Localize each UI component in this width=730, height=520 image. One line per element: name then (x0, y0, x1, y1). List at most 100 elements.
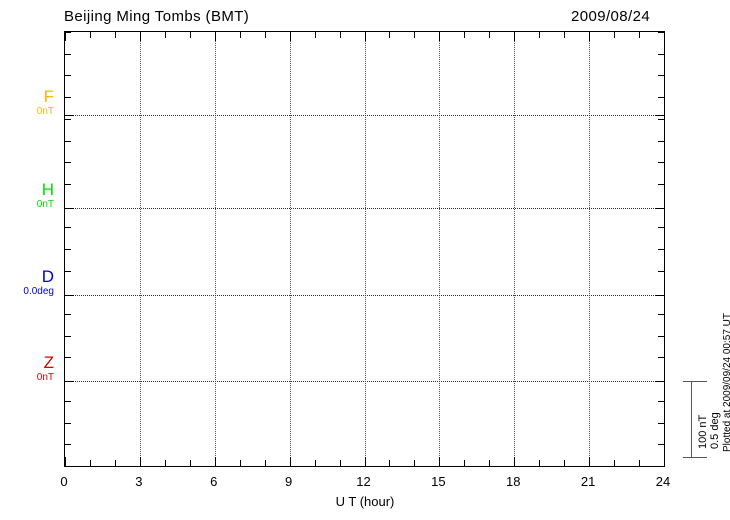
y-major-tick (65, 115, 74, 116)
scale-bar (683, 381, 707, 458)
y-minor-tick (658, 97, 664, 98)
x-minor-tick (114, 460, 116, 466)
x-tick-label: 6 (210, 474, 218, 489)
x-minor-tick (264, 32, 266, 38)
x-major-tick (364, 457, 366, 466)
x-major-tick (139, 457, 141, 466)
component-baseline-value: 0nT (36, 372, 54, 383)
component-baseline-value: 0nT (36, 199, 54, 210)
y-major-tick (65, 208, 74, 209)
y-minor-tick (658, 227, 664, 228)
x-tick-label: 15 (431, 474, 446, 489)
x-minor-tick (339, 460, 341, 466)
x-major-tick (289, 32, 291, 41)
x-gridline (589, 32, 591, 466)
x-minor-tick (239, 460, 241, 466)
x-major-tick (589, 457, 591, 466)
x-tick-label: 24 (655, 474, 671, 489)
baseline-h (65, 208, 664, 209)
scale-bar-label: 100 nT 0.5 deg (697, 412, 721, 449)
x-tick-label: 21 (580, 474, 596, 489)
x-gridline (514, 32, 516, 466)
y-minor-tick (65, 162, 71, 163)
y-minor-tick (65, 423, 71, 424)
y-minor-tick (65, 141, 71, 142)
component-symbol: Z (43, 353, 54, 372)
x-minor-tick (489, 460, 491, 466)
x-tick-label: 12 (356, 474, 371, 489)
y-minor-tick (65, 75, 71, 76)
y-minor-tick (658, 141, 664, 142)
x-minor-tick (639, 32, 641, 38)
y-minor-tick (65, 271, 71, 272)
y-minor-tick (65, 336, 71, 337)
plot-frame (64, 31, 665, 467)
x-minor-tick (314, 460, 316, 466)
y-major-tick (655, 208, 664, 209)
y-minor-tick (658, 444, 664, 445)
y-minor-tick (65, 401, 71, 402)
x-gridline (214, 32, 216, 466)
x-gridline (439, 32, 441, 466)
plot-area (65, 32, 664, 466)
x-minor-tick (114, 32, 116, 38)
x-gridline (139, 32, 141, 466)
scale-bar-cap-top (683, 381, 707, 382)
x-minor-tick (89, 460, 91, 466)
baseline-d (65, 295, 664, 296)
x-minor-tick (239, 32, 241, 38)
y-minor-tick (65, 444, 71, 445)
y-minor-tick (65, 249, 71, 250)
x-minor-tick (189, 32, 191, 38)
y-minor-tick (658, 423, 664, 424)
x-minor-tick (164, 32, 166, 38)
x-gridline (364, 32, 366, 466)
component-symbol: F (43, 87, 54, 106)
x-major-tick (439, 32, 441, 41)
y-major-tick (655, 295, 664, 296)
x-minor-tick (164, 460, 166, 466)
x-major-tick (214, 32, 216, 41)
component-label-h: H 0nT (8, 181, 54, 211)
y-minor-tick (658, 249, 664, 250)
y-minor-tick (65, 97, 71, 98)
x-major-tick (514, 457, 516, 466)
y-minor-tick (65, 184, 71, 185)
x-minor-tick (264, 460, 266, 466)
y-major-tick (65, 295, 74, 296)
x-tick-label: 0 (60, 474, 68, 489)
x-minor-tick (614, 460, 616, 466)
y-minor-tick (65, 314, 71, 315)
component-label-z: Z 0nT (8, 354, 54, 384)
x-minor-tick (489, 32, 491, 38)
x-minor-tick (564, 460, 566, 466)
scale-bar-deg: 0.5 deg (709, 412, 721, 449)
x-minor-tick (464, 460, 466, 466)
x-major-tick (289, 457, 291, 466)
y-minor-tick (658, 54, 664, 55)
x-minor-tick (539, 460, 541, 466)
x-major-tick (439, 457, 441, 466)
scale-bar-nt: 100 nT (697, 414, 709, 449)
y-minor-tick (65, 357, 71, 358)
y-minor-tick (658, 357, 664, 358)
y-major-tick (65, 381, 74, 382)
y-minor-tick (658, 75, 664, 76)
x-minor-tick (639, 460, 641, 466)
page-title: Beijing Ming Tombs (BMT) (64, 8, 250, 25)
y-minor-tick (658, 119, 664, 120)
x-major-tick (65, 457, 66, 466)
x-tick-label: 9 (285, 474, 293, 489)
component-baseline-value: 0nT (36, 106, 54, 117)
y-minor-tick (658, 314, 664, 315)
x-major-tick (514, 32, 516, 41)
plotted-timestamp: Plotted at 2009/09/24 00:57 UT (722, 313, 730, 452)
x-minor-tick (314, 32, 316, 38)
x-minor-tick (89, 32, 91, 38)
y-minor-tick (65, 32, 71, 33)
y-minor-tick (65, 54, 71, 55)
x-minor-tick (464, 32, 466, 38)
y-major-tick (655, 115, 664, 116)
x-minor-tick (389, 460, 391, 466)
